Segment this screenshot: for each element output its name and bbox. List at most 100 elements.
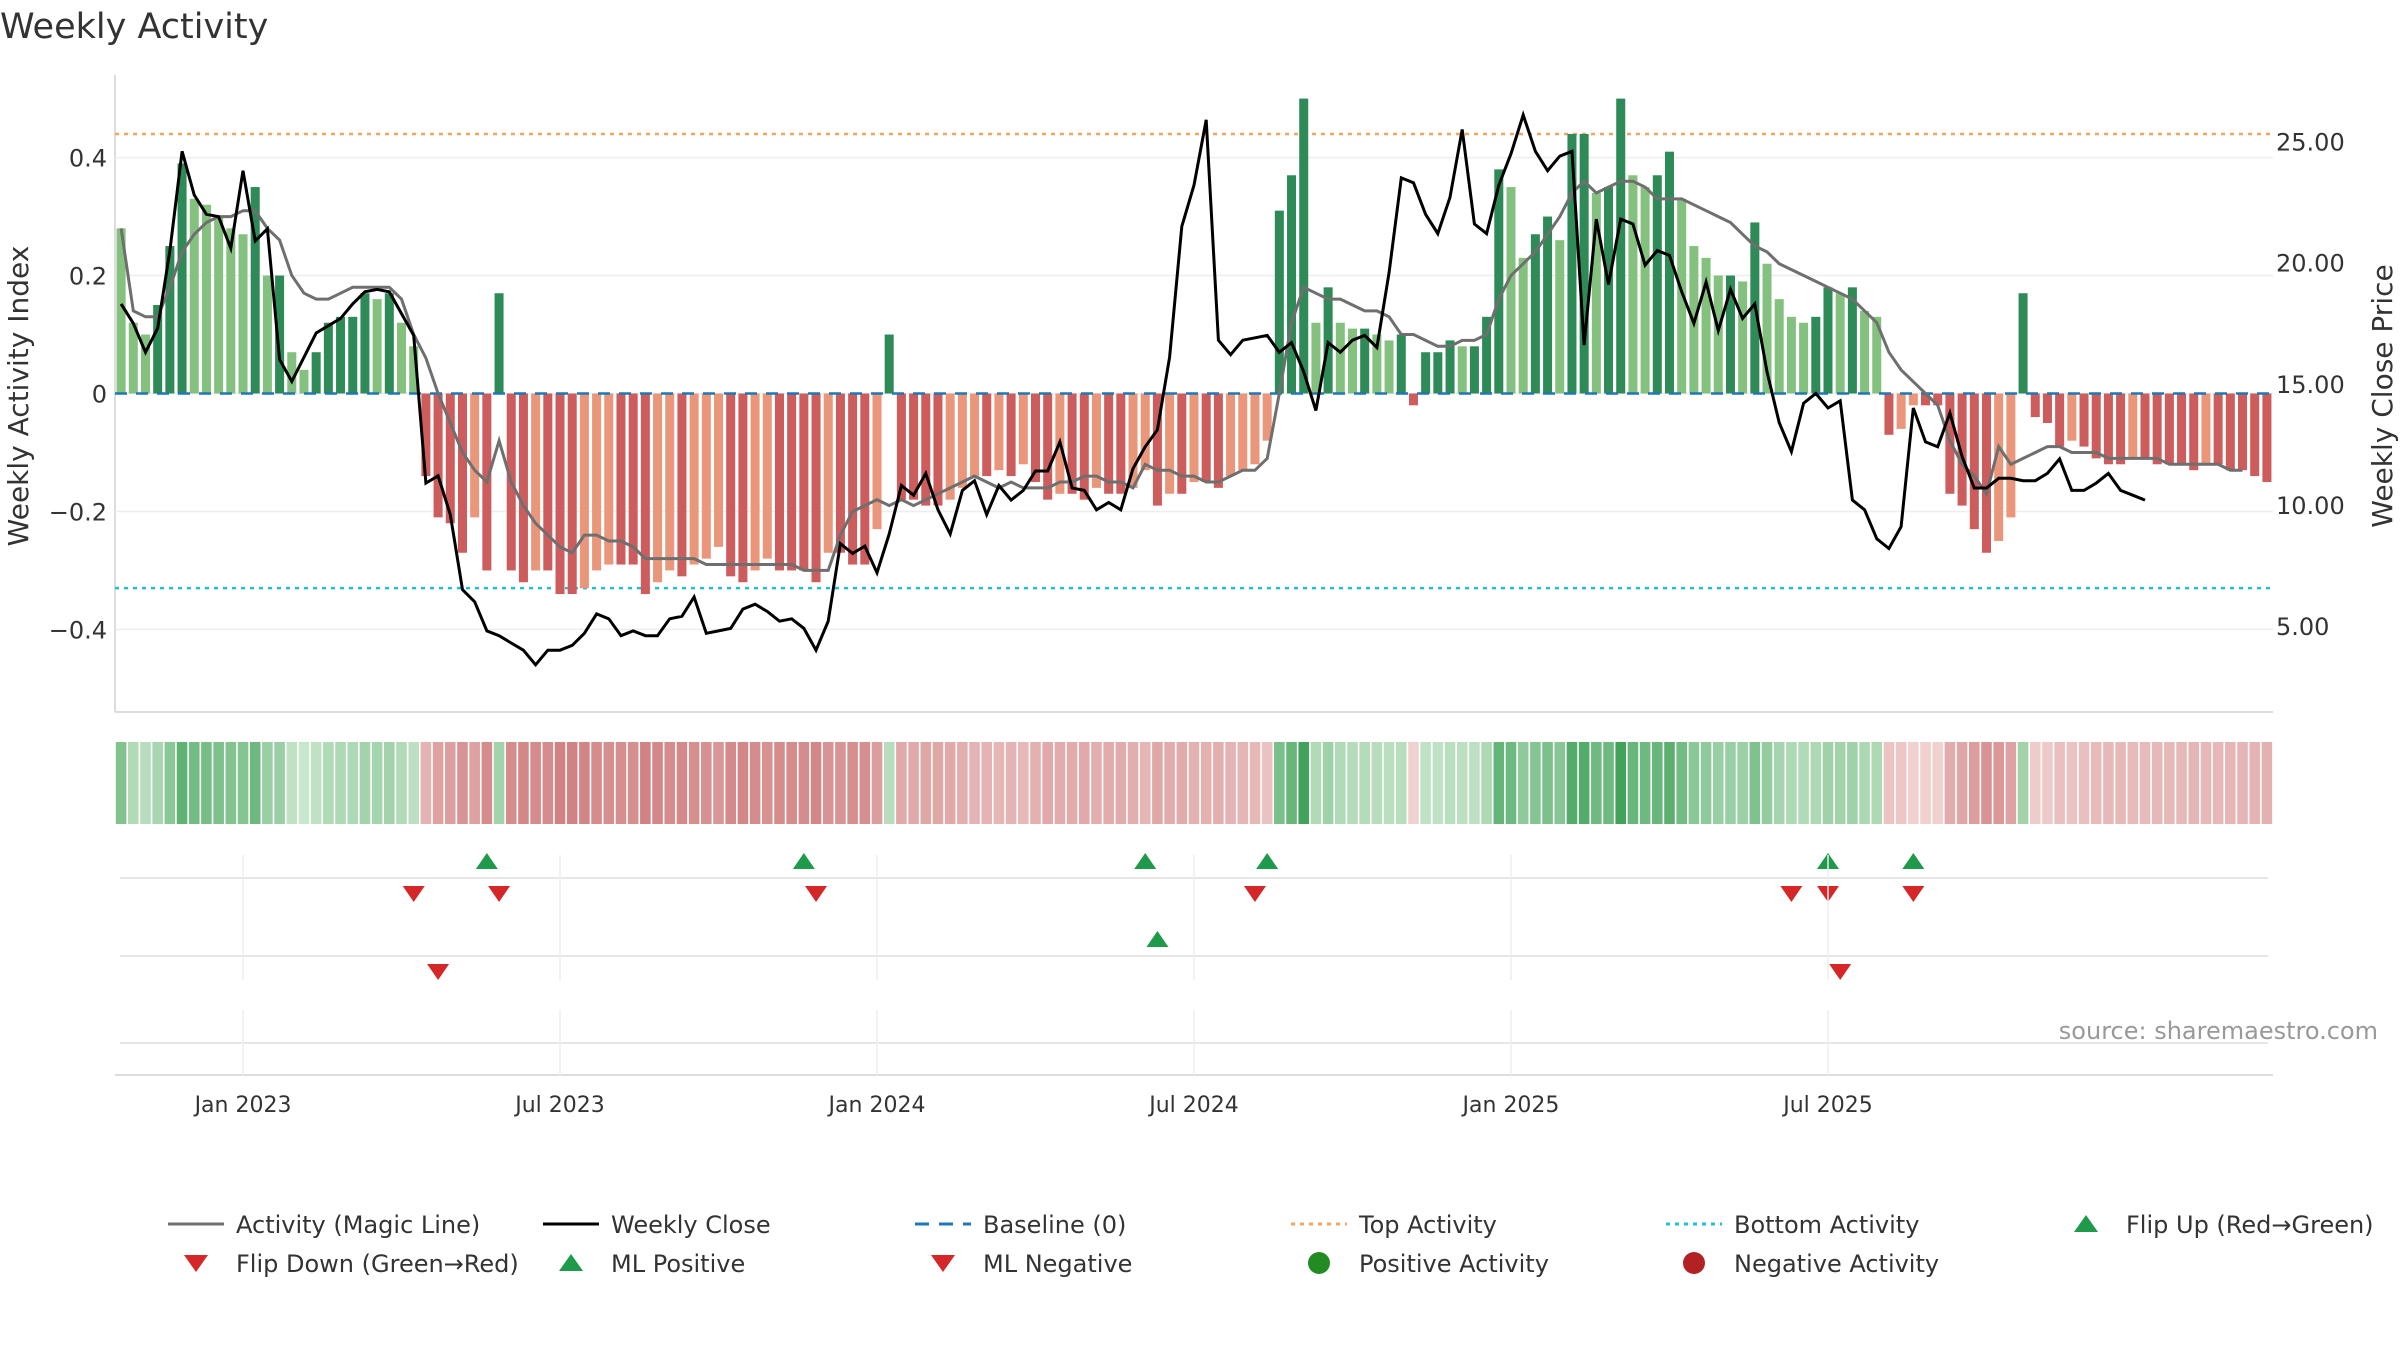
heat-cell bbox=[1310, 742, 1322, 824]
legend-label: Baseline (0) bbox=[983, 1211, 1126, 1239]
activity-bar bbox=[457, 393, 467, 553]
activity-bar bbox=[1226, 393, 1236, 477]
heat-cell bbox=[1725, 742, 1736, 824]
heat-cell bbox=[1993, 742, 2004, 824]
heat-cell bbox=[1542, 742, 1553, 824]
heat-cell bbox=[2090, 742, 2102, 824]
activity-bar bbox=[1360, 328, 1370, 394]
heat-cell bbox=[1335, 742, 1346, 824]
heat-cell bbox=[213, 742, 224, 824]
activity-bar bbox=[1921, 393, 1931, 406]
heat-cell bbox=[2054, 742, 2065, 824]
heat-cell bbox=[1444, 742, 1456, 824]
activity-bar bbox=[1957, 393, 1967, 506]
activity-bar bbox=[384, 293, 394, 394]
y2-tick-label: 25.00 bbox=[2276, 129, 2345, 157]
x-tick-label: Jul 2024 bbox=[1147, 1093, 1239, 1118]
heat-cell bbox=[908, 742, 919, 824]
heat-cell bbox=[1700, 742, 1712, 824]
activity-bar bbox=[2201, 393, 2211, 465]
activity-bar bbox=[2213, 393, 2223, 465]
heat-cell bbox=[1688, 742, 1700, 824]
heat-cell bbox=[286, 742, 298, 824]
heat-cell bbox=[274, 742, 285, 824]
heat-cell bbox=[176, 742, 188, 824]
activity-bar bbox=[1506, 187, 1516, 394]
activity-bar bbox=[494, 293, 504, 394]
heat-cell bbox=[1261, 742, 1273, 824]
activity-bar bbox=[1213, 393, 1223, 488]
activity-bar bbox=[214, 216, 224, 394]
heat-cell bbox=[1932, 742, 1944, 824]
y-tick-label: 0.4 bbox=[69, 145, 107, 173]
heat-cell bbox=[1859, 742, 1870, 824]
heat-cell bbox=[1383, 742, 1395, 824]
y2-tick-label: 20.00 bbox=[2276, 250, 2345, 278]
x-tick-label: Jul 2023 bbox=[513, 1093, 605, 1118]
activity-bar bbox=[518, 393, 528, 583]
heat-cell bbox=[566, 742, 578, 824]
activity-bar bbox=[750, 393, 760, 571]
heat-cell bbox=[1456, 742, 1468, 824]
activity-bar bbox=[323, 322, 333, 394]
flip-down-marker bbox=[1780, 886, 1803, 902]
activity-bar bbox=[2042, 393, 2052, 423]
activity-bar bbox=[1823, 287, 1833, 394]
activity-bar bbox=[153, 305, 163, 394]
activity-bar bbox=[787, 393, 797, 571]
heat-cell bbox=[713, 742, 724, 824]
heat-cell bbox=[2115, 742, 2126, 824]
heat-cell bbox=[1737, 742, 1748, 824]
heat-cell bbox=[1712, 742, 1724, 824]
heat-cell bbox=[2261, 742, 2273, 824]
activity-bar bbox=[1201, 393, 1211, 482]
heat-cell bbox=[396, 742, 407, 824]
activity-bar bbox=[774, 393, 784, 571]
activity-bar bbox=[1238, 393, 1248, 471]
ml-negative-marker bbox=[427, 964, 450, 980]
activity-bar bbox=[2018, 293, 2028, 394]
activity-bar bbox=[1969, 393, 1979, 530]
heat-cell bbox=[1152, 742, 1163, 824]
activity-bar bbox=[1762, 263, 1772, 394]
activity-bar bbox=[945, 393, 955, 500]
x-tick-label: Jan 2024 bbox=[827, 1093, 926, 1118]
activity-bar bbox=[1006, 393, 1016, 477]
activity-bar bbox=[604, 393, 614, 565]
flip-up-marker bbox=[1902, 853, 1925, 869]
activity-bar bbox=[1530, 234, 1540, 394]
activity-bar bbox=[1518, 257, 1528, 394]
y-tick-label: −0.4 bbox=[49, 616, 107, 644]
heat-cell bbox=[1237, 742, 1249, 824]
heat-cell bbox=[1469, 742, 1480, 824]
activity-bar bbox=[433, 393, 443, 518]
legend-item: Positive Activity bbox=[1308, 1250, 1549, 1278]
flip-down-marker bbox=[1243, 886, 1266, 902]
heat-cell bbox=[2066, 742, 2078, 824]
y-tick-label: 0.2 bbox=[69, 263, 107, 291]
heat-cell bbox=[1371, 742, 1383, 824]
activity-bar bbox=[1494, 169, 1504, 394]
legend-circle-icon bbox=[1683, 1252, 1705, 1274]
heat-cell bbox=[2200, 742, 2212, 824]
heat-cell bbox=[201, 742, 212, 824]
activity-bar bbox=[2091, 393, 2101, 459]
heat-cell bbox=[1627, 742, 1639, 824]
activity-bar bbox=[372, 299, 382, 394]
activity-bar bbox=[1189, 393, 1199, 482]
activity-bar bbox=[1872, 316, 1882, 394]
heat-cell bbox=[859, 742, 871, 824]
heat-cell bbox=[1298, 742, 1310, 824]
heat-cell bbox=[1042, 742, 1053, 824]
x-tick-label: Jan 2023 bbox=[193, 1093, 292, 1118]
flip-up-marker bbox=[792, 853, 815, 869]
activity-bar bbox=[1384, 340, 1394, 394]
heat-cell bbox=[2103, 742, 2114, 824]
ml-negative-marker bbox=[1829, 964, 1852, 980]
heat-cell bbox=[1761, 742, 1773, 824]
activity-bar bbox=[1104, 393, 1114, 494]
activity-bar bbox=[1908, 393, 1918, 406]
activity-bar bbox=[896, 393, 906, 500]
